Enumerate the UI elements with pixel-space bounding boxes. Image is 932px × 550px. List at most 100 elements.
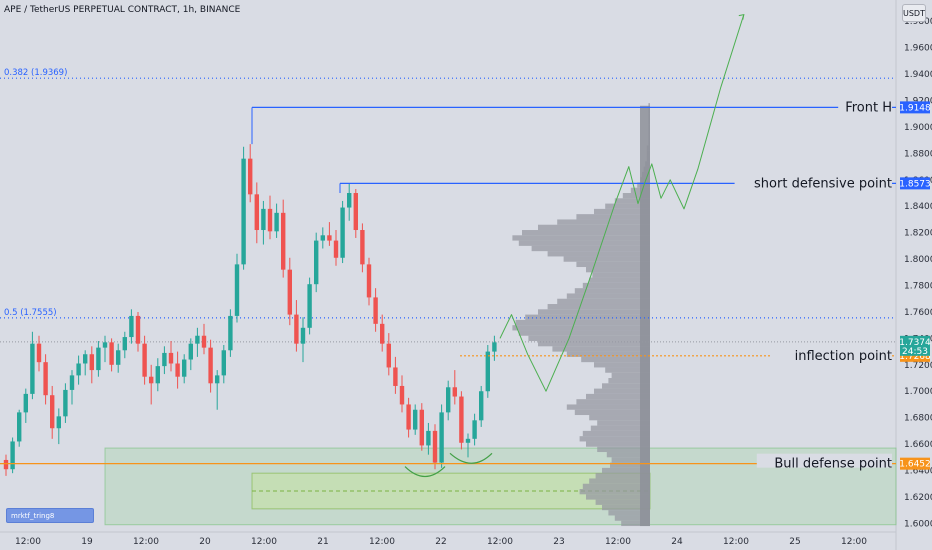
x-tick-label: 19 <box>81 537 93 547</box>
candle-body <box>23 393 28 413</box>
candle-body <box>175 363 180 377</box>
volume-profile-bar <box>512 235 650 241</box>
volume-profile-bar <box>605 367 650 373</box>
volume-profile-bar <box>525 314 650 320</box>
candle-body <box>287 269 292 315</box>
volume-profile-bar <box>574 288 650 294</box>
candle-body <box>149 376 154 384</box>
projection-path <box>499 14 745 392</box>
volume-profile-bar <box>547 304 650 310</box>
candle-body <box>195 335 200 344</box>
candle-body <box>155 366 160 384</box>
x-tick-label: 12:00 <box>251 537 277 547</box>
candle-body <box>43 362 48 396</box>
candle-body <box>201 335 207 348</box>
candle-body <box>116 350 121 365</box>
candle-body <box>234 264 240 316</box>
volume-profile-bar <box>512 325 650 331</box>
support-arc <box>404 466 446 478</box>
candle-body <box>439 412 444 463</box>
candle-body <box>360 230 365 265</box>
candle-body <box>10 441 15 470</box>
x-tick-label: 12:00 <box>369 537 395 547</box>
fib-level-label: 0.5 (1.7555) <box>4 308 57 318</box>
candle-body <box>162 352 167 367</box>
volume-profile-bar <box>563 256 650 262</box>
x-tick-label: 12:00 <box>841 537 867 547</box>
x-tick-label: 20 <box>199 537 211 547</box>
candle-body <box>135 315 141 344</box>
candle-body <box>333 240 339 258</box>
candle-body <box>472 420 477 439</box>
volume-profile-bar <box>592 272 650 278</box>
candle-body <box>399 385 405 405</box>
candle-body <box>89 354 94 371</box>
level-annotation: Bull defense point <box>774 457 892 472</box>
x-tick-label: 21 <box>317 537 328 547</box>
volume-profile-bar <box>582 430 650 437</box>
candle-body <box>432 430 438 463</box>
candle-body <box>208 347 213 384</box>
currency-label: USDT <box>903 8 925 18</box>
candle-body <box>63 389 68 417</box>
candle-body <box>419 409 424 446</box>
y-tick-label: 1.9600 <box>904 44 932 54</box>
candle-body <box>56 416 61 429</box>
volume-profile-bar <box>574 409 650 416</box>
level-price-tag <box>900 177 930 190</box>
y-axis: 1.6000 1.6200 1.6400 1.6600 1.6800 1.7000 1.72… <box>904 17 932 529</box>
last-price-text: 1.7374 <box>899 338 931 348</box>
y-tick-label: 1.7000 <box>904 387 932 397</box>
level-label-bg <box>771 345 892 360</box>
candle-body <box>307 284 312 328</box>
volume-profile-bar <box>586 393 650 400</box>
y-tick-label: 1.9000 <box>904 123 932 133</box>
candle-body <box>393 367 398 386</box>
candle-body <box>327 235 332 241</box>
volume-profile-bar <box>518 240 650 246</box>
y-tick-label: 1.7600 <box>904 308 932 318</box>
projection-arrow-head <box>738 13 745 20</box>
author-badge-text: mrktf_tring8 <box>11 511 55 520</box>
volume-profile-bar <box>608 510 650 516</box>
level-price-tag <box>900 457 930 470</box>
y-tick-label: 1.6600 <box>904 440 932 450</box>
volume-profile-bar <box>528 335 650 342</box>
volume-profile-bar <box>586 441 650 447</box>
x-tick-label: 22 <box>435 537 446 547</box>
x-tick-label: 23 <box>553 537 564 547</box>
volume-profile-bar <box>531 245 650 252</box>
volume-profile-bar <box>597 420 650 426</box>
volume-profile-bar <box>515 319 650 326</box>
candle-body <box>228 315 233 351</box>
y-tick-label: 1.8000 <box>904 255 932 265</box>
candles <box>3 144 497 476</box>
volume-profile-bar <box>538 309 650 315</box>
volume-profile-bar <box>605 203 650 209</box>
fib-level-label: 0.382 (1.9369) <box>4 68 67 78</box>
candle-body <box>188 343 193 360</box>
level-annotation: Front H <box>845 100 892 115</box>
volume-profile-bar <box>547 251 650 257</box>
y-tick-label: 1.9800 <box>904 17 932 27</box>
candle-body <box>182 359 187 377</box>
candle-body <box>485 351 490 392</box>
volume-profile-bar <box>518 330 650 336</box>
candle-body <box>373 297 378 324</box>
y-tick-label: 1.9400 <box>904 70 932 80</box>
candle-body <box>492 342 497 352</box>
y-tick-label: 1.6000 <box>904 519 932 529</box>
volume-profile-bar <box>611 372 650 379</box>
x-tick-label: 12:00 <box>605 537 631 547</box>
candle-body <box>465 438 471 443</box>
candle-body <box>261 208 266 231</box>
y-tick-label: 1.8200 <box>904 229 932 239</box>
volume-profile-bar <box>586 494 650 500</box>
candle-body <box>83 354 88 364</box>
y-tick-label: 1.6200 <box>904 493 932 503</box>
volume-profile-bar <box>522 230 650 236</box>
level-price-tag-text: 1.8573 <box>899 179 931 189</box>
currency-selector[interactable]: USDT <box>902 4 926 22</box>
